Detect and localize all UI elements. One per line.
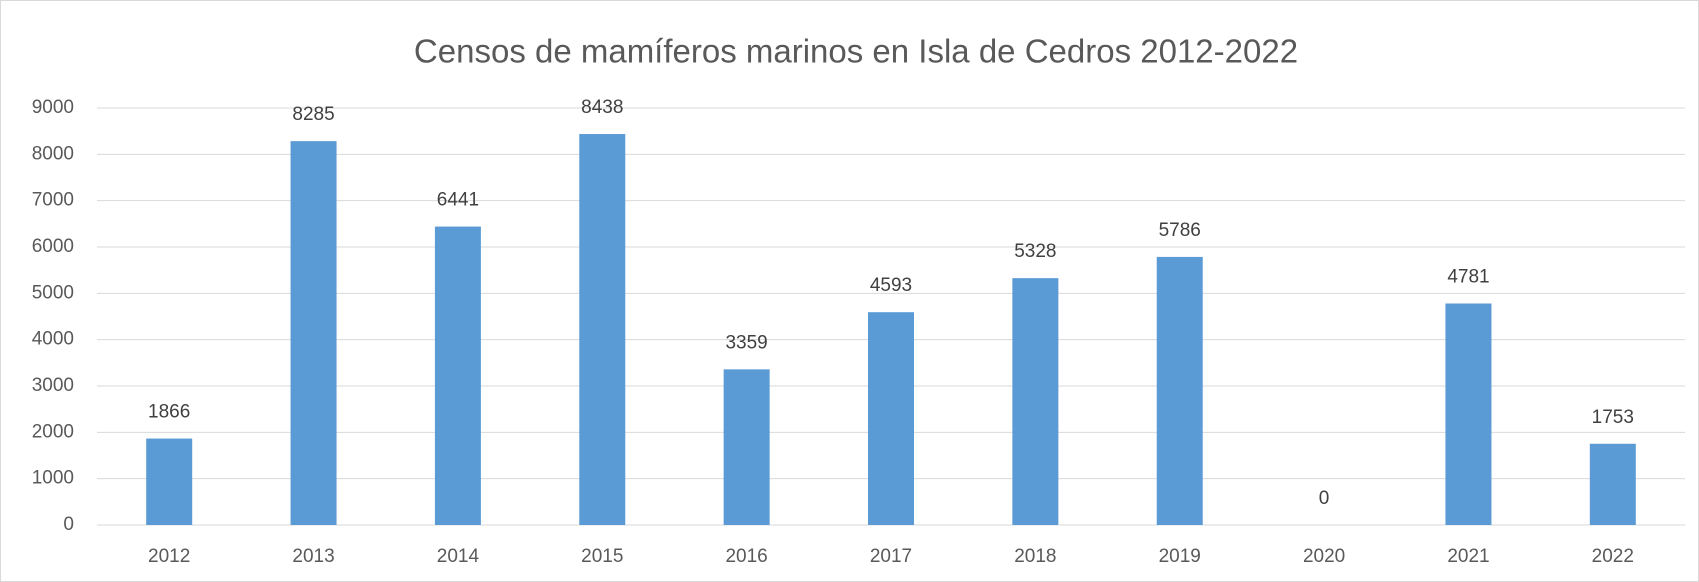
y-tick-label: 8000 <box>32 143 74 164</box>
x-tick-label: 2012 <box>148 546 190 567</box>
chart-title: Censos de mamíferos marinos en Isla de C… <box>414 33 1298 70</box>
y-tick-label: 3000 <box>32 375 74 396</box>
x-tick-label: 2014 <box>437 546 480 567</box>
data-label: 4593 <box>870 275 912 296</box>
data-label: 6441 <box>437 190 479 211</box>
x-tick-label: 2020 <box>1303 546 1345 567</box>
data-label: 0 <box>1319 488 1330 509</box>
bar <box>146 438 193 525</box>
y-tick-label: 2000 <box>32 421 74 442</box>
x-tick-label: 2022 <box>1592 546 1634 567</box>
bar <box>434 226 481 525</box>
y-tick-label: 5000 <box>32 282 74 303</box>
bar <box>1156 256 1203 525</box>
data-label: 8438 <box>581 97 623 118</box>
y-tick-label: 6000 <box>32 236 74 257</box>
y-tick-label: 0 <box>63 514 74 535</box>
x-tick-label: 2013 <box>292 546 334 567</box>
bar <box>290 141 337 525</box>
y-tick-label: 7000 <box>32 190 74 211</box>
data-label: 4781 <box>1447 266 1489 287</box>
x-tick-label: 2015 <box>581 546 623 567</box>
y-tick-label: 9000 <box>32 97 74 118</box>
bar <box>723 369 770 525</box>
data-label: 5328 <box>1014 241 1056 262</box>
data-label: 5786 <box>1159 220 1201 241</box>
data-label: 3359 <box>725 332 767 353</box>
x-tick-label: 2019 <box>1159 546 1201 567</box>
x-tick-label: 2016 <box>725 546 767 567</box>
data-label: 1753 <box>1592 407 1634 428</box>
bar <box>868 312 914 525</box>
bar <box>1012 278 1059 525</box>
x-tick-label: 2017 <box>870 546 912 567</box>
x-tick-label: 2021 <box>1447 546 1489 567</box>
x-tick-label: 2018 <box>1014 546 1056 567</box>
y-tick-label: 1000 <box>32 468 74 489</box>
data-label: 1866 <box>148 402 190 423</box>
y-tick-label: 4000 <box>32 329 74 350</box>
data-label: 8285 <box>292 104 334 125</box>
bar <box>1445 303 1492 525</box>
bar <box>579 134 626 525</box>
bar <box>1589 443 1636 525</box>
